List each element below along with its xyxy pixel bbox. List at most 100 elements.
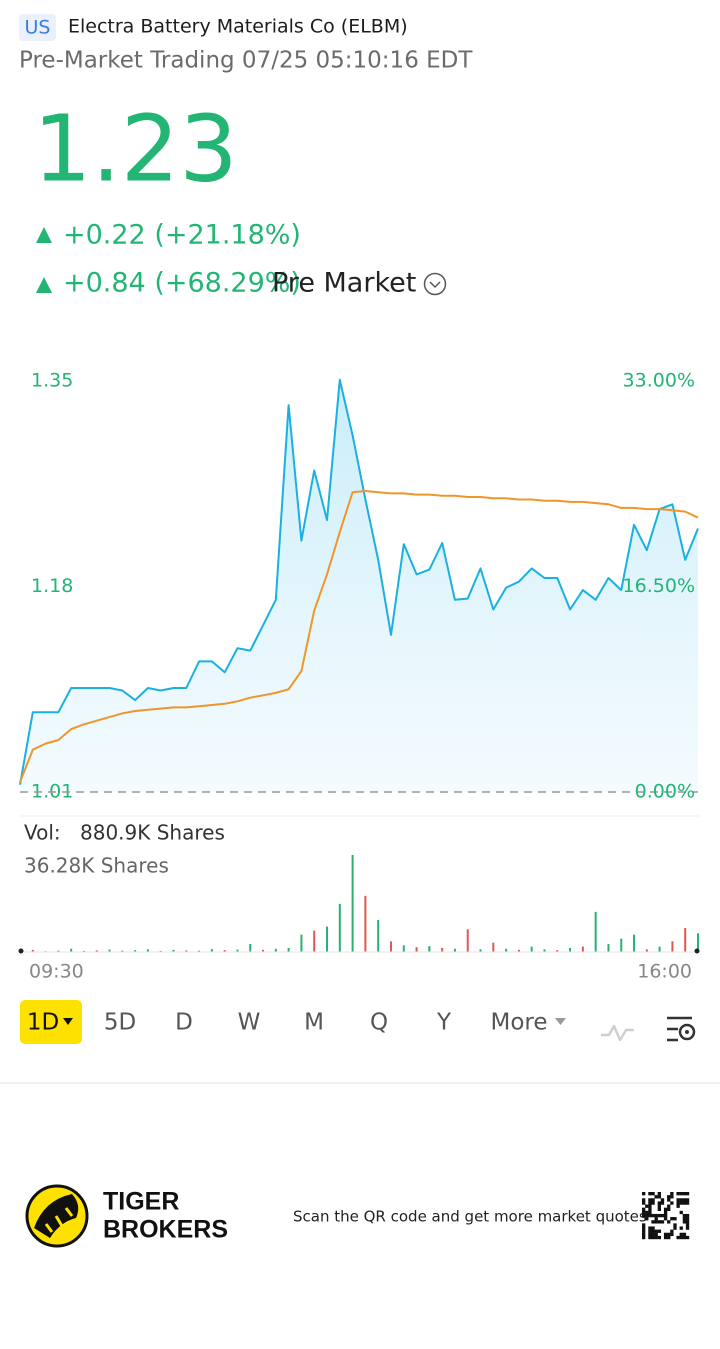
volume-bar <box>159 950 162 952</box>
price-area <box>20 379 698 792</box>
pre-label: Pre Market <box>272 268 416 299</box>
qr-cell <box>657 1195 661 1199</box>
volume-bar <box>364 895 367 952</box>
icon-dot <box>685 1030 689 1034</box>
y-tick-label: 1.18 <box>31 575 73 597</box>
volume-bar <box>479 949 482 952</box>
qr-cell <box>676 1235 680 1240</box>
qr-cell <box>642 1192 646 1196</box>
qr-cell <box>642 1235 646 1240</box>
qr-cell <box>663 1235 668 1240</box>
qr-cell <box>685 1198 690 1202</box>
qr-cell <box>651 1226 655 1230</box>
qr-cell <box>654 1220 658 1224</box>
qr-cell <box>673 1217 677 1221</box>
dot <box>18 948 24 954</box>
chart-type-icon[interactable] <box>601 1024 634 1042</box>
volume-bar <box>389 941 392 952</box>
qr-cell <box>679 1235 683 1240</box>
volume-bar <box>134 950 137 952</box>
qr-cell <box>642 1232 646 1237</box>
tab-label[interactable]: 5D <box>104 1010 136 1036</box>
period-tabs: 1D 5D D W M Q Y More <box>20 1000 566 1044</box>
tab-label[interactable]: W <box>238 1010 261 1036</box>
volume-bar <box>377 919 380 952</box>
volume-bar <box>121 950 124 952</box>
qr-code <box>642 1192 690 1240</box>
qr-cell <box>648 1229 652 1233</box>
qr-cell <box>663 1232 668 1237</box>
qr-cell <box>670 1192 674 1196</box>
qr-cell <box>651 1198 655 1202</box>
qr-cell <box>648 1235 652 1240</box>
qr-cell <box>667 1195 671 1199</box>
qr-cell <box>685 1217 690 1221</box>
volume-bar <box>274 948 277 952</box>
logo <box>25 1184 89 1248</box>
tab-label[interactable]: Y <box>436 1010 452 1036</box>
qr-cell <box>679 1198 683 1202</box>
qr-cell <box>673 1226 677 1230</box>
volume-label: Vol: <box>24 821 61 845</box>
tab-caret <box>63 1018 73 1025</box>
volume-bar <box>172 949 175 952</box>
qr-cell <box>645 1210 649 1215</box>
qr-cell <box>651 1229 655 1233</box>
qr-cell <box>657 1213 661 1218</box>
volume-bar <box>594 911 597 952</box>
tab-label[interactable]: Q <box>370 1010 388 1036</box>
qr-cell <box>679 1201 683 1205</box>
qr-cell <box>642 1210 646 1215</box>
average-line <box>19 490 699 783</box>
session-toggle[interactable] <box>423 272 447 296</box>
qr-cell <box>679 1232 683 1237</box>
tab-selected[interactable] <box>20 1000 82 1044</box>
qr-cell <box>651 1192 655 1196</box>
x-tick-label: 09:30 <box>29 961 84 983</box>
tab-label[interactable]: More <box>490 1010 547 1036</box>
qr-cell <box>679 1192 683 1196</box>
qr-cell <box>685 1201 690 1205</box>
qr-cell <box>657 1229 661 1233</box>
brand-bottom: BROKERS <box>103 1216 228 1244</box>
chevron <box>429 281 441 289</box>
qr-cell <box>676 1192 680 1196</box>
volume-bar <box>287 947 290 952</box>
qr-cell <box>670 1232 674 1237</box>
qr-cell <box>667 1220 671 1224</box>
volume-bar <box>492 942 495 952</box>
stock-name: Electra Battery Materials Co (ELBM) <box>68 16 408 38</box>
qr-cell <box>660 1198 665 1202</box>
volume-bar <box>684 927 687 952</box>
volume-bar <box>543 949 546 952</box>
qr-cell <box>663 1207 668 1211</box>
volume-max: 36.28K Shares <box>24 854 169 878</box>
qr-cell <box>654 1213 658 1218</box>
volume-bar <box>453 948 456 952</box>
up-arrow <box>36 227 52 243</box>
qr-cell <box>670 1217 674 1221</box>
volume-bar <box>108 949 111 952</box>
qr-text: Scan the QR code and get more market quo… <box>293 1208 647 1226</box>
settings-icon[interactable] <box>667 1016 696 1042</box>
tab-label[interactable]: M <box>304 1010 324 1036</box>
qr-cell <box>682 1232 687 1237</box>
volume-bar <box>671 941 674 952</box>
qr-cell <box>663 1210 668 1215</box>
x-tick-label: 16:00 <box>637 961 692 983</box>
qr-cell <box>682 1198 687 1202</box>
volume-bar <box>198 950 201 952</box>
qr-cell <box>685 1192 690 1196</box>
volume-bar <box>517 949 520 952</box>
qr-cell <box>642 1198 646 1202</box>
qr-cell <box>645 1213 649 1218</box>
brand-top: TIGER <box>103 1188 179 1216</box>
volume-bar <box>95 950 98 952</box>
tab-label[interactable]: 1D <box>27 1010 59 1036</box>
qr-cell <box>682 1192 687 1196</box>
qr-cell <box>657 1235 661 1240</box>
tab-label[interactable]: D <box>175 1010 193 1036</box>
qr-cell <box>685 1226 690 1230</box>
qr-cell <box>648 1226 652 1230</box>
